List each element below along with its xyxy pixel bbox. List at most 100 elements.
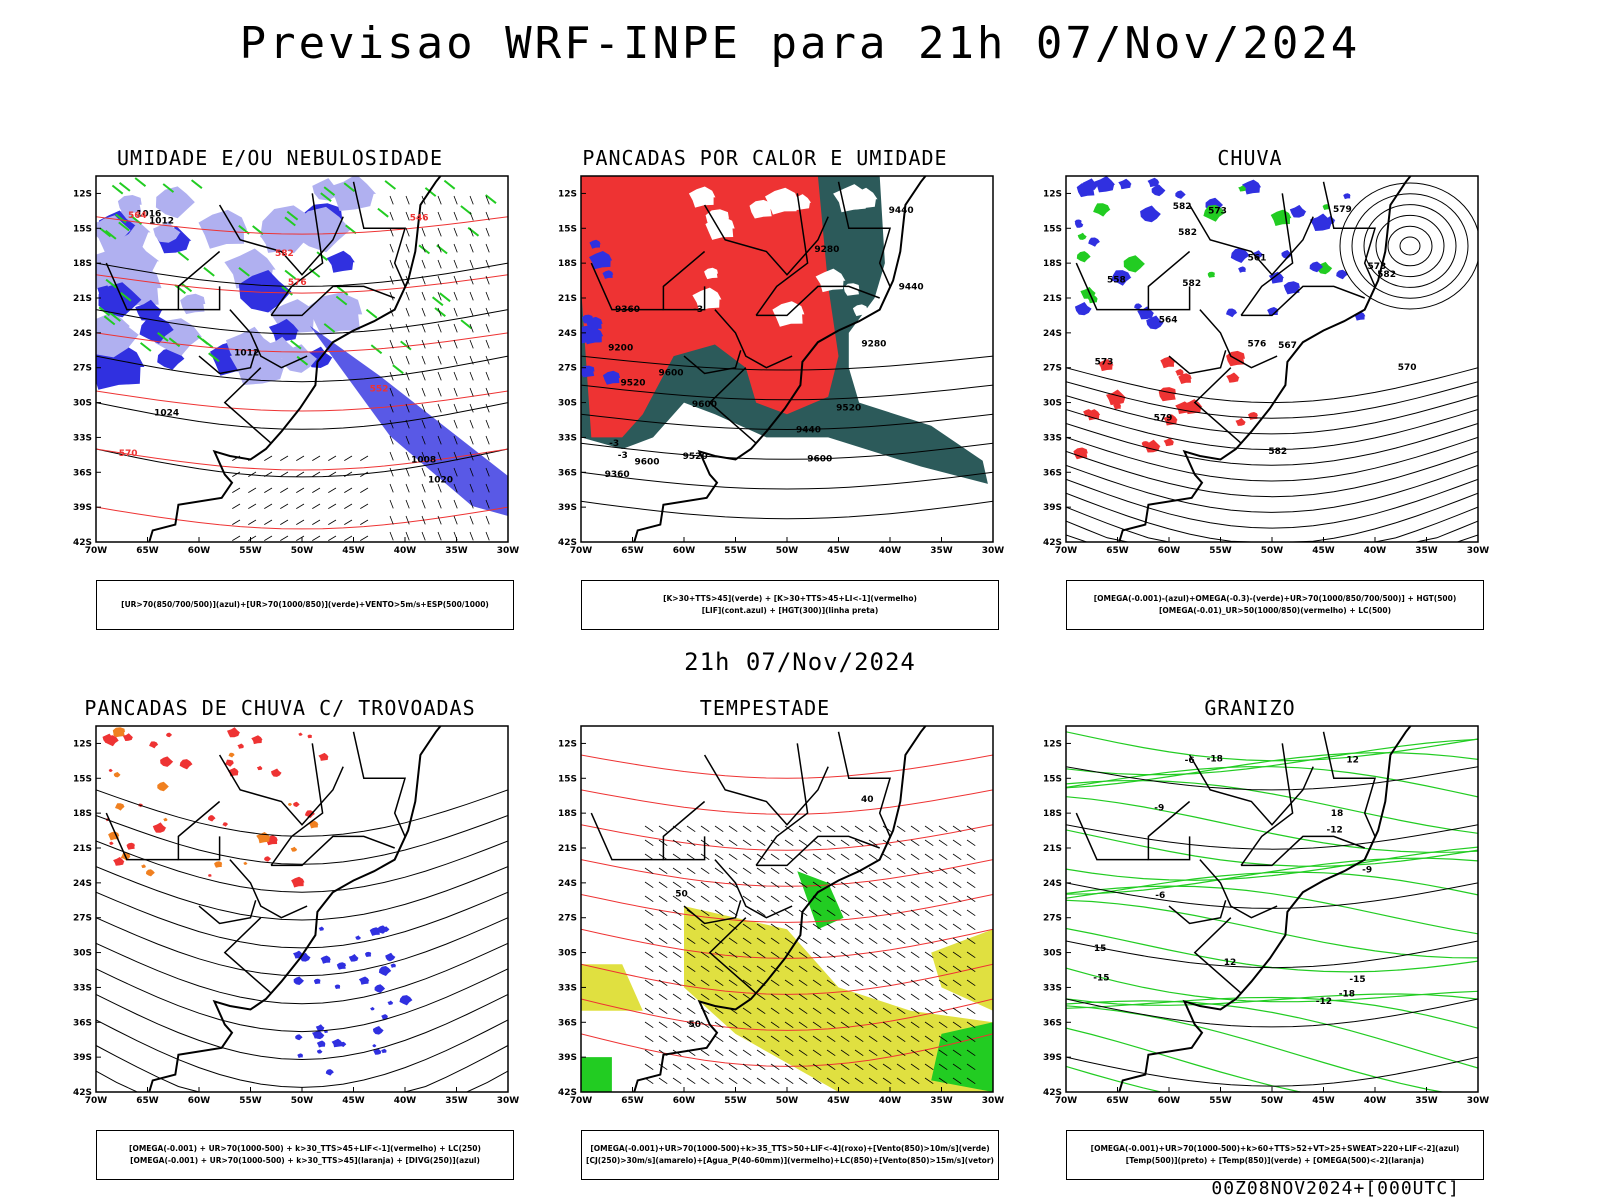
wind-vector — [714, 895, 724, 902]
streamline — [96, 942, 508, 1005]
contour-label: 573 — [1095, 358, 1114, 368]
wind-vector — [952, 895, 962, 902]
divergence-area — [399, 995, 413, 1006]
wind-vector — [728, 825, 738, 832]
hgt-contour — [1066, 409, 1478, 451]
wind-vector — [728, 867, 738, 874]
panel-title: PANCADAS POR CALOR E UMIDADE — [582, 146, 948, 170]
lat-tick-label: 39S — [558, 503, 577, 513]
lon-tick-label: 35W — [445, 546, 468, 556]
temp850-contour — [1066, 967, 1478, 1003]
streamline — [96, 968, 508, 1033]
contour-label: 1016 — [136, 209, 161, 219]
panel-title: PANCADAS DE CHUVA C/ TROVOADAS — [84, 696, 476, 720]
wind-vector — [296, 519, 305, 525]
state-border — [703, 204, 829, 276]
wind-vector — [453, 355, 458, 365]
wind-vector — [700, 1063, 710, 1070]
wind-vector — [714, 965, 724, 972]
humidity-area — [225, 326, 276, 366]
wind-vector — [328, 519, 337, 525]
water-contour — [581, 824, 993, 851]
hgt-contour — [1387, 225, 1433, 267]
green-contour — [365, 308, 378, 319]
wind-vector — [437, 275, 442, 285]
wind-vector — [280, 535, 289, 541]
wind-vector — [437, 307, 442, 317]
wind-vector — [938, 867, 948, 874]
green-contour — [190, 179, 203, 189]
wind-vector — [840, 1049, 850, 1056]
wind-vector — [910, 853, 920, 860]
contour-label: 12 — [1224, 958, 1237, 968]
omega-area — [1309, 261, 1323, 273]
wind-vector — [770, 1035, 780, 1042]
wind-vector — [784, 825, 794, 832]
wind-vector — [756, 825, 766, 832]
legend-line: [UR>70(850/700/500)](azul)+[UR>70(1000/8… — [121, 600, 489, 609]
jet-area — [684, 906, 993, 1092]
contour-label: 552 — [370, 384, 389, 394]
wind-vector — [469, 339, 474, 349]
temp850-contour — [1066, 885, 1478, 935]
wind-vector — [728, 1077, 738, 1084]
green-contour — [323, 186, 336, 196]
wind-vector — [714, 1049, 724, 1056]
wind-vector — [896, 839, 906, 846]
humidity-area — [96, 215, 131, 245]
storm-area — [264, 856, 271, 862]
green-contour — [157, 332, 169, 342]
wind-vector — [784, 881, 794, 888]
wind-vector — [232, 519, 241, 525]
wind-vector — [485, 483, 490, 493]
wind-vector — [485, 211, 490, 221]
divergence-area — [370, 1006, 375, 1011]
wind-vector — [826, 1035, 836, 1042]
hgt-contour — [581, 384, 993, 401]
wind-vector — [658, 937, 668, 944]
wind-vector — [644, 923, 654, 930]
wind-vector — [686, 1007, 696, 1014]
wind-vector — [686, 1035, 696, 1042]
coastline — [148, 176, 442, 542]
lon-tick-label: 65W — [1106, 1096, 1129, 1106]
storm-area — [122, 733, 134, 741]
wind-vector — [644, 993, 654, 1000]
wind-vector — [938, 937, 948, 944]
hgt-contour — [1066, 450, 1478, 498]
wind-vector — [312, 503, 321, 509]
contour-label: 579 — [1154, 414, 1173, 424]
wind-vector — [770, 937, 780, 944]
wind-vector — [868, 937, 878, 944]
wind-vector — [405, 243, 410, 253]
wind-vector — [910, 993, 920, 1000]
wind-vector — [798, 881, 808, 888]
panel-legend: [OMEGA(-0.001) + UR>70(1000-500) + k>30_… — [96, 1130, 514, 1180]
wind-vector — [714, 937, 724, 944]
wind-vector — [453, 435, 458, 445]
wind-vector — [798, 937, 808, 944]
divergence-area — [297, 1053, 304, 1058]
temp850-contour — [1066, 796, 1478, 853]
storm-area — [243, 861, 248, 865]
wind-vector — [952, 1007, 962, 1014]
wind-vector — [868, 993, 878, 1000]
lat-tick-label: 12S — [558, 189, 577, 199]
wind-vector — [728, 895, 738, 902]
wind-vector — [389, 483, 394, 493]
wind-vector — [264, 471, 273, 477]
wind-vector — [328, 535, 337, 541]
wind-vector — [966, 909, 976, 916]
wind-vector — [421, 435, 426, 445]
wind-vector — [938, 993, 948, 1000]
wind-vector — [882, 853, 892, 860]
water-contour — [581, 859, 993, 887]
wind-vector — [714, 923, 724, 930]
wind-vector — [966, 1049, 976, 1056]
wind-vector — [868, 1021, 878, 1028]
wind-vector — [437, 435, 442, 445]
wind-vector — [784, 895, 794, 902]
wind-vector — [812, 1077, 822, 1084]
thickness-contour — [96, 506, 508, 530]
hgt-contour — [1066, 381, 1478, 419]
